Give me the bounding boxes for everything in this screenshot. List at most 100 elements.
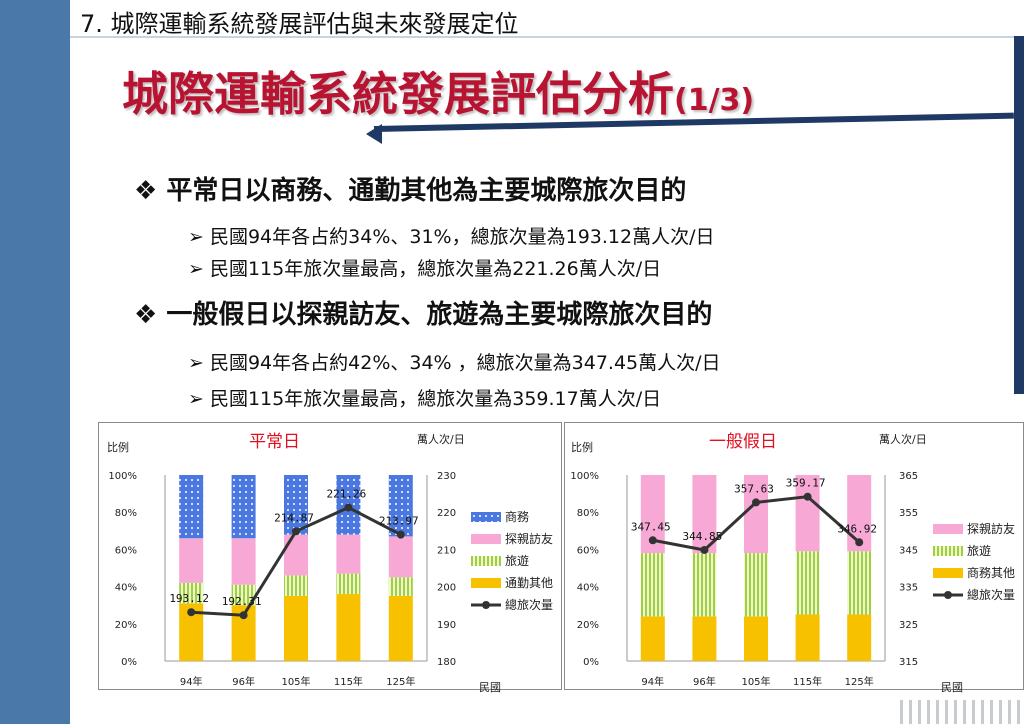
x-tick-label: 115年 [793, 675, 822, 688]
total-trips-point [396, 530, 405, 539]
x-tick-label: 94年 [180, 675, 203, 688]
total-trips-point [344, 503, 353, 512]
right-tick-label: 220 [437, 508, 456, 519]
right-tick-label: 315 [899, 657, 918, 668]
diamond-bullet-icon: ❖ [134, 176, 167, 206]
arrow-bullet-icon: ➢ [188, 352, 210, 374]
total-trips-point [752, 498, 760, 507]
bullet-1-sub-1: ➢ 民國94年各占約34%、31%，總旅次量為193.12萬人次/日 [188, 222, 715, 249]
total-trips-data-label: 359.17 [786, 477, 826, 490]
total-trips-data-label: 192.31 [222, 595, 262, 608]
right-tick-label: 355 [899, 508, 918, 519]
total-trips-data-label: 214.87 [274, 511, 314, 524]
bullet-1-sub-2-text: 民國115年旅次量最高，總旅次量為221.26萬人次/日 [209, 258, 662, 280]
chart-weekday-right-axis-label: 萬人次/日 [417, 433, 465, 446]
chart-holiday-right-axis-label: 萬人次/日 [879, 433, 927, 446]
chart-weekday-title: 平常日 [249, 432, 300, 452]
total-trips-data-label: 347.45 [631, 520, 671, 533]
bar-segment [231, 475, 256, 539]
total-trips-data-label: 193.12 [169, 592, 209, 605]
bar-segment [640, 616, 665, 661]
right-accent-bar [1014, 0, 1024, 394]
x-tick-label: 105年 [281, 675, 310, 688]
bar-segment [179, 538, 204, 583]
total-trips-point [239, 611, 248, 620]
bar-segment [744, 616, 768, 661]
right-tick-label: 190 [437, 620, 456, 631]
legend-swatch [933, 524, 963, 534]
legend-entry: 旅遊 [967, 543, 991, 558]
bar-segment [795, 614, 820, 661]
bar-segment [284, 475, 308, 535]
page-title: 城際運輸系統發展評估分析(1/3) [122, 58, 754, 124]
legend-entry: 總旅次量 [967, 587, 1015, 602]
bar-segment [692, 553, 717, 617]
bar-segment [795, 475, 820, 552]
left-accent-bar [0, 0, 70, 724]
x-tick-label: 125年 [845, 675, 874, 688]
bar-segment [744, 475, 768, 554]
chart-weekday-x-axis-label: 民國 [479, 681, 501, 694]
total-trips-point [648, 536, 657, 545]
skyline-decoration [900, 700, 1024, 724]
bar-segment [336, 573, 361, 595]
legend-line-marker [944, 591, 952, 599]
bar-segment [640, 553, 665, 617]
total-trips-point [292, 527, 300, 536]
right-tick-label: 335 [899, 583, 918, 594]
left-tick-label: 0% [121, 657, 137, 668]
total-trips-data-label: 344.85 [683, 530, 723, 543]
left-tick-label: 20% [577, 620, 599, 631]
left-tick-label: 0% [583, 657, 599, 668]
legend-entry: 探親訪友 [967, 521, 1015, 536]
total-trips-data-label: 346.92 [837, 522, 877, 535]
x-tick-label: 115年 [334, 675, 363, 688]
left-tick-label: 80% [115, 508, 137, 519]
right-tick-label: 200 [437, 583, 456, 594]
bar-segment [795, 551, 820, 615]
legend-swatch [471, 556, 501, 566]
total-trips-data-label: 221.26 [327, 488, 367, 501]
bar-segment [231, 584, 256, 606]
total-trips-data-label: 213.97 [379, 515, 419, 528]
right-tick-label: 365 [899, 471, 918, 482]
total-trips-point [700, 545, 709, 554]
chart-holiday-left-axis-label: 比例 [571, 441, 593, 454]
x-tick-label: 96年 [693, 675, 716, 688]
right-tick-label: 325 [899, 620, 918, 631]
header-title: 7. 城際運輸系統發展評估與未來發展定位 [80, 10, 519, 38]
left-tick-label: 60% [577, 545, 599, 556]
bar-segment [744, 553, 768, 617]
left-tick-label: 60% [115, 545, 137, 556]
bar-segment [692, 616, 717, 661]
bar-segment [179, 475, 204, 539]
legend-entry: 旅遊 [505, 553, 529, 568]
bullet-2-sub-1-text: 民國94年各占約42%、34% ，總旅次量為347.45萬人次/日 [209, 352, 721, 374]
legend-entry: 總旅次量 [505, 597, 553, 612]
total-trips-point [855, 538, 864, 547]
bar-segment [284, 595, 308, 661]
title-underline-arrow-icon [366, 124, 382, 144]
legend-swatch [471, 534, 501, 544]
x-tick-label: 94年 [641, 675, 664, 688]
bar-segment [692, 475, 717, 554]
left-tick-label: 40% [115, 583, 137, 594]
right-tick-label: 345 [899, 545, 918, 556]
bullet-2-text: 一般假日以探親訪友、旅遊為主要城際旅次目的 [166, 300, 713, 330]
legend-entry: 探親訪友 [505, 531, 553, 546]
chart-weekday-plot: 0% 20% 40% 60% 80% 100% 180 190 200 210 220 230 94年 9… [108, 471, 553, 688]
bar-segment [388, 536, 413, 578]
total-trips-point [187, 608, 196, 617]
x-tick-label: 105年 [741, 675, 770, 688]
page-title-suffix: (1/3) [674, 83, 755, 118]
legend-swatch [933, 568, 963, 578]
legend-swatch [471, 512, 501, 522]
legend-entry: 通勤其他 [505, 576, 553, 590]
bar-segment [179, 582, 204, 604]
chart-holiday: 一般假日 比例 萬人次/日 民國 0% 20% 40% 60% 80% 100% 315 32… [564, 422, 1024, 694]
chart-holiday-title: 一般假日 [709, 432, 777, 452]
legend-swatch [933, 546, 963, 556]
legend-swatch [471, 578, 501, 588]
arrow-bullet-icon: ➢ [188, 388, 210, 410]
bar-segment [284, 575, 308, 596]
